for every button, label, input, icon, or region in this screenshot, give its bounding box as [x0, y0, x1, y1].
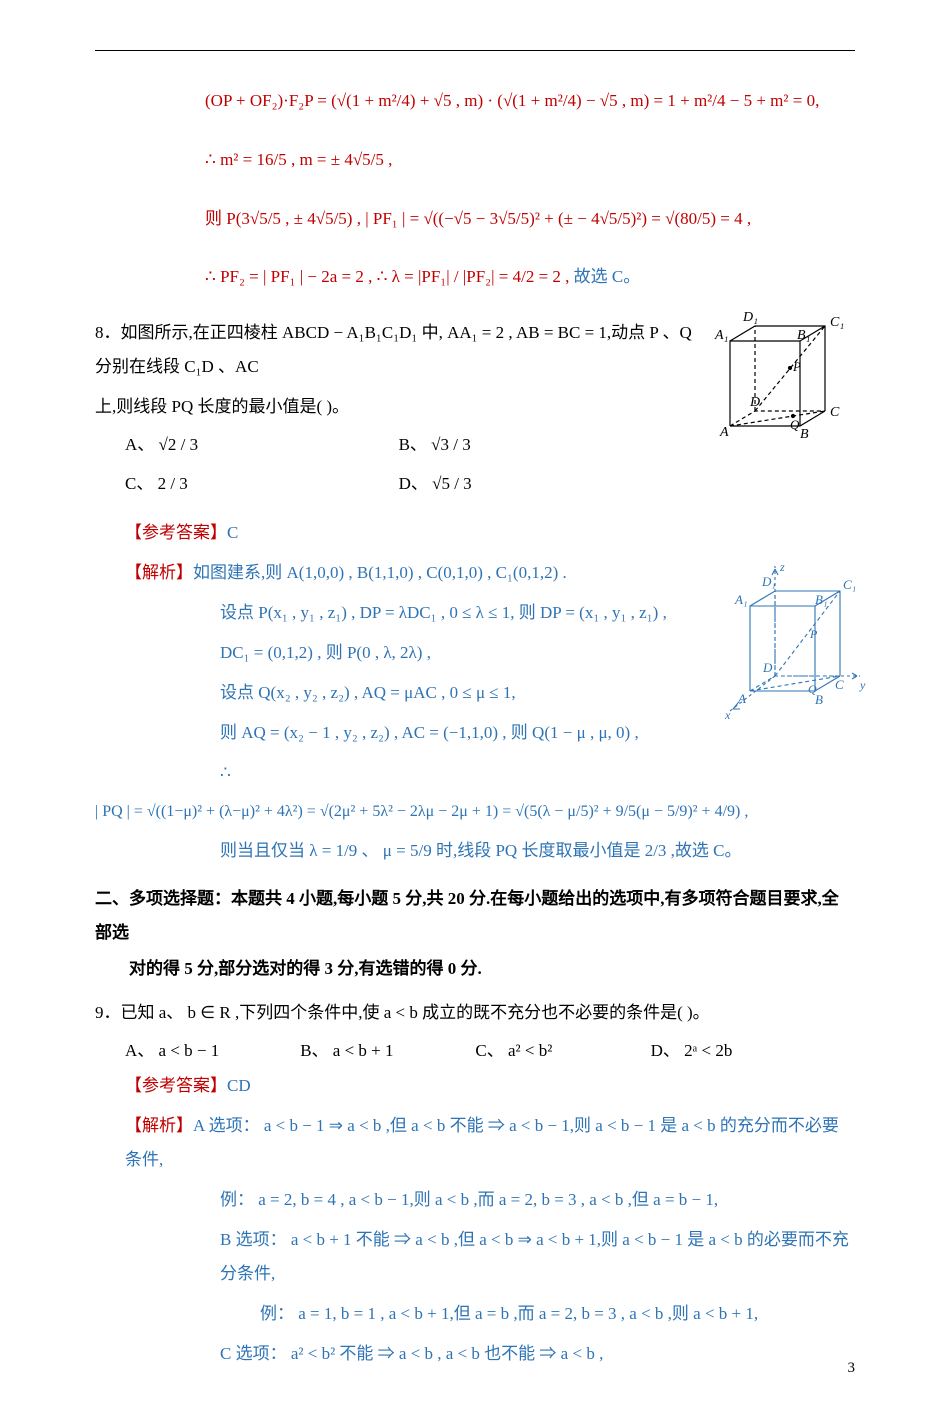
sol7-line4a: ∴ PF₂ = | PF₁ | − 2a = 2 , ∴ λ = |PF₁| /…: [205, 267, 569, 286]
q9-stem: 9．已知 a、 b ∈ R ,下列四个条件中,使 a < b 成立的既不充分也不…: [95, 996, 855, 1030]
svg-text:D: D: [762, 660, 773, 675]
q8-exp-l8: 则当且仅当 λ = 1/9 、 μ = 5/9 时,线段 PQ 长度取最小值是 …: [220, 834, 855, 868]
q8-ans-label: 【参考答案】: [125, 523, 227, 542]
q8-opt-d: D、 √5 / 3: [399, 469, 673, 494]
q8-exp-l8a: 则当且仅当 λ = 1/9 、 μ = 5/9 时,线段 PQ 长度取最小值是 …: [220, 841, 675, 860]
q9-opt-b: B、 a < b + 1: [300, 1036, 475, 1061]
q9-options: A、 a < b − 1 B、 a < b + 1 C、 a² < b² D、 …: [125, 1036, 855, 1061]
q8-ans: C: [227, 523, 238, 542]
svg-text:B₁: B₁: [815, 592, 827, 607]
q9-exp-b-ex: 例： a = 1, b = 1 , a < b + 1,但 a = b ,而 a…: [260, 1297, 855, 1331]
svg-text:Q: Q: [808, 682, 817, 696]
svg-text:C₁: C₁: [830, 315, 844, 330]
q9-exp-a-text: A 选项： a < b − 1 ⇒ a < b ,但 a < b 不能 ⇒ a …: [125, 1116, 839, 1169]
sol7-line1: (OP + OF₂)·F₂P = (√(1 + m²/4) + √5 , m) …: [205, 81, 855, 122]
svg-text:A₁: A₁: [734, 592, 747, 607]
svg-text:A₁: A₁: [714, 328, 728, 343]
q9-exp-a: 【解析】A 选项： a < b − 1 ⇒ a < b ,但 a < b 不能 …: [125, 1109, 855, 1177]
q8-num: 8．: [95, 323, 121, 342]
q9-answer: 【参考答案】CD: [125, 1069, 855, 1103]
q9-exp-label: 【解析】: [125, 1116, 193, 1135]
q9-exp-c: C 选项： a² < b² 不能 ⇒ a < b , a < b 也不能 ⇒ a…: [220, 1337, 855, 1371]
q9-ans-label: 【参考答案】: [125, 1076, 227, 1095]
svg-text:Q: Q: [790, 417, 800, 432]
q9-block: 9．已知 a、 b ∈ R ,下列四个条件中,使 a < b 成立的既不充分也不…: [95, 996, 855, 1371]
svg-text:D₁: D₁: [761, 574, 776, 589]
sol7-line3: 则 P(3√5/5 , ± 4√5/5) , | PF₁ | = √((−√5 …: [205, 199, 855, 240]
q8-diagram1: A B C D A₁ B₁ C₁ D₁ P Q: [705, 306, 855, 451]
svg-text:C₁: C₁: [843, 577, 856, 592]
section2-head2: 对的得 5 分,部分选对的得 3 分,有选错的得 0 分.: [129, 952, 855, 986]
q8-exp-l1-text: 如图建系,则 A(1,0,0) , B(1,1,0) , C(0,1,0) , …: [193, 563, 567, 582]
svg-text:A: A: [737, 691, 746, 706]
q8-opt-a: A、 √2 / 3: [125, 430, 399, 455]
sol7-line4: ∴ PF₂ = | PF₁ | − 2a = 2 , ∴ λ = |PF₁| /…: [205, 257, 855, 298]
q9-opt-c: C、 a² < b²: [475, 1036, 650, 1061]
q8-options: A、 √2 / 3 B、 √3 / 3 C、 2 / 3 D、 √5 / 3: [125, 430, 695, 508]
page-number: 3: [848, 1360, 856, 1377]
svg-text:D₁: D₁: [742, 310, 758, 325]
q8-opt-b: B、 √3 / 3: [399, 430, 673, 455]
svg-text:A: A: [719, 425, 729, 440]
q8-answer: 【参考答案】C: [125, 516, 855, 550]
sol7-line2: ∴ m² = 16/5 , m = ± 4√5/5 ,: [205, 140, 855, 181]
svg-text:B₁: B₁: [797, 328, 810, 343]
q9-exp-b: B 选项： a < b + 1 不能 ⇒ a < b ,但 a < b ⇒ a …: [220, 1223, 855, 1291]
q8-exp-l7: | PQ | = √((1−μ)² + (λ−μ)² + 4λ²) = √(2μ…: [95, 796, 855, 828]
q8-diagram2: A B C D A₁ B₁ C₁ D₁ P Q x y z: [720, 561, 870, 726]
sol7-line4b: 故选 C。: [574, 267, 641, 286]
svg-text:z: z: [779, 561, 785, 574]
q8-exp-label: 【解析】: [125, 563, 193, 582]
q8-stem1-text: 如图所示,在正四棱柱 ABCD − A₁B₁C₁D₁ 中, AA₁ = 2 , …: [95, 323, 692, 376]
q9-num: 9．: [95, 1003, 121, 1022]
top-rule: [95, 50, 855, 51]
section2-head1: 二、多项选择题：本题共 4 小题,每小题 5 分,共 20 分.在每小题给出的选…: [95, 882, 855, 950]
q8-exp-l8b: 故选 C。: [675, 841, 742, 860]
svg-text:C: C: [830, 405, 840, 420]
q9-opt-d: D、 2ᵃ < 2b: [651, 1036, 826, 1061]
svg-text:y: y: [859, 678, 866, 692]
q9-stem-text: 已知 a、 b ∈ R ,下列四个条件中,使 a < b 成立的既不充分也不必要…: [121, 1003, 710, 1022]
svg-text:P: P: [792, 359, 801, 374]
q9-opt-a: A、 a < b − 1: [125, 1036, 300, 1061]
svg-text:C: C: [835, 677, 844, 692]
svg-text:x: x: [724, 708, 731, 721]
q8-opt-c: C、 2 / 3: [125, 469, 399, 494]
q9-exp-a-ex: 例： a = 2, b = 4 , a < b − 1,则 a < b ,而 a…: [220, 1183, 855, 1217]
svg-text:B: B: [800, 427, 809, 442]
svg-text:P: P: [809, 627, 818, 641]
q8-exp-l6: ∴: [220, 756, 855, 790]
q9-ans: CD: [227, 1076, 251, 1095]
q8-block: A B C D A₁ B₁ C₁ D₁ P Q 8．如图所示,在正四棱柱 ABC…: [95, 316, 855, 868]
svg-text:D: D: [749, 395, 760, 410]
